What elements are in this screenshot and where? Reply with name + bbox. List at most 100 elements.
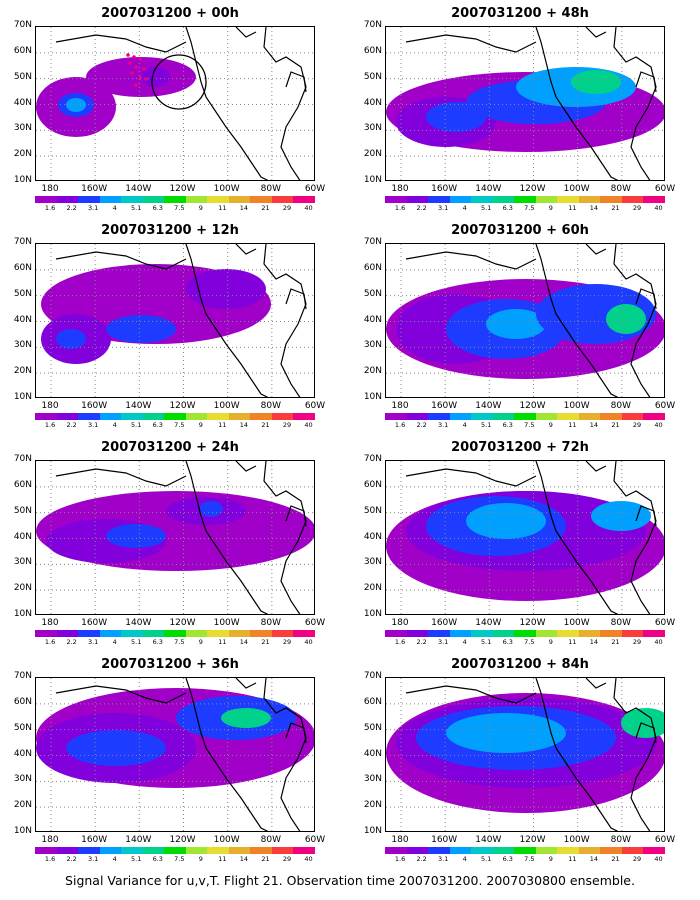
- lat-tick-label: 30N: [13, 123, 32, 134]
- colorbar-label: 2.2: [66, 204, 77, 212]
- colorbar-label: 1.6: [394, 855, 406, 863]
- variance-contour: [571, 70, 621, 94]
- colorbar-label: 29: [632, 855, 642, 863]
- colorbar-label: 5.1: [481, 855, 492, 863]
- colorbar-label: 9: [548, 638, 553, 646]
- coastline: [285, 288, 307, 310]
- colorbar-label: 14: [589, 204, 599, 212]
- colorbar-swatch: [514, 196, 536, 203]
- lat-tick-label: 70N: [363, 237, 382, 247]
- colorbar-swatch: [99, 196, 122, 203]
- map-svg: [386, 244, 664, 397]
- colorbar-swatch: [142, 413, 165, 420]
- colorbar-swatch: [643, 630, 665, 637]
- colorbar-swatch: [385, 630, 407, 637]
- lat-tick-label: 30N: [363, 774, 382, 785]
- colorbar-label: 1.6: [394, 421, 406, 429]
- colorbar-label: 14: [589, 855, 599, 863]
- colorbar-label: 7.5: [174, 855, 185, 863]
- lat-tick-label: 20N: [13, 800, 32, 811]
- colorbar-label: 29: [282, 638, 292, 646]
- lon-tick-label: 180: [391, 401, 409, 411]
- colorbar-swatch: [428, 847, 450, 854]
- colorbar-swatch: [164, 630, 186, 637]
- lat-tick-label: 30N: [13, 557, 32, 568]
- lat-tick-label: 70N: [363, 20, 382, 30]
- colorbar-swatch: [56, 630, 79, 637]
- lon-tick-label: 120W: [169, 401, 196, 411]
- coastline: [635, 288, 657, 310]
- lon-tick-label: 60W: [654, 401, 676, 411]
- lon-tick-label: 80W: [610, 401, 631, 411]
- colorbar-swatch: [406, 196, 429, 203]
- lat-tick-label: 20N: [363, 583, 382, 594]
- lon-tick-label: 80W: [610, 835, 631, 845]
- lon-tick-label: 100W: [213, 184, 240, 194]
- colorbar-swatch: [271, 630, 294, 637]
- coastline: [585, 461, 607, 472]
- colorbar-label: 11: [568, 855, 577, 863]
- colorbar-label: 14: [239, 204, 249, 212]
- colorbar-label: 21: [261, 421, 270, 429]
- coastline: [585, 27, 607, 38]
- colorbar: [35, 630, 315, 637]
- lat-tick-label: 10N: [363, 826, 382, 836]
- lat-tick-label: 60N: [363, 262, 382, 273]
- map-panel: 2007031200 + 72h 70N 60N 50N 40N 30N 20N 10N 180…: [350, 440, 690, 658]
- colorbar-label: 2.2: [416, 421, 427, 429]
- colorbar-swatch: [557, 413, 579, 420]
- observation-dot: [130, 71, 134, 75]
- map-svg: [36, 678, 314, 831]
- lat-tick-label: 50N: [13, 71, 32, 82]
- colorbar-label: 7.5: [524, 421, 535, 429]
- lon-tick-label: 100W: [213, 401, 240, 411]
- colorbar-swatch: [449, 196, 472, 203]
- colorbar-swatch: [514, 630, 536, 637]
- colorbar-swatch: [228, 196, 251, 203]
- map-area: [35, 677, 315, 832]
- colorbar-label: 7.5: [524, 638, 535, 646]
- colorbar-label: 11: [568, 204, 577, 212]
- coastline: [185, 244, 269, 397]
- lat-tick-label: 40N: [13, 748, 32, 759]
- lat-tick-label: 40N: [363, 531, 382, 542]
- map-svg: [386, 678, 664, 831]
- lon-tick-label: 60W: [654, 184, 676, 194]
- colorbar: [385, 413, 665, 420]
- colorbar-swatch: [250, 196, 272, 203]
- lon-tick-label: 180: [391, 618, 409, 628]
- colorbar-label: 14: [589, 638, 599, 646]
- colorbar-label: 3.1: [437, 204, 449, 212]
- colorbar-label: 6.3: [502, 638, 513, 646]
- map-svg: [386, 27, 664, 180]
- colorbar-swatch: [142, 196, 165, 203]
- observation-dot: [132, 55, 136, 59]
- variance-contour: [199, 501, 223, 517]
- map-panel: 2007031200 + 48h 70N 60N 50N 40N 30N 20N 10N 180…: [350, 6, 690, 224]
- lat-tick-label: 70N: [13, 671, 32, 681]
- coastline: [613, 461, 657, 614]
- colorbar-swatch: [293, 630, 315, 637]
- lon-tick-label: 100W: [563, 835, 590, 845]
- colorbar-swatch: [121, 196, 143, 203]
- colorbar-label: 2.2: [416, 855, 427, 863]
- colorbar-swatch: [185, 847, 208, 854]
- colorbar-swatch: [121, 630, 143, 637]
- panel-title: 2007031200 + 84h: [451, 657, 589, 672]
- colorbar-label: 7.5: [174, 421, 185, 429]
- colorbar-label: 14: [239, 638, 249, 646]
- coastline: [235, 244, 257, 255]
- colorbar-swatch: [293, 196, 315, 203]
- colorbar-swatch: [250, 630, 272, 637]
- colorbar-label: 4: [462, 421, 467, 429]
- map-panel: 2007031200 + 84h 70N 60N 50N 40N 30N 20N 10N 180…: [350, 657, 690, 875]
- colorbar-label: 6.3: [152, 855, 163, 863]
- lat-tick-label: 50N: [13, 288, 32, 299]
- lat-tick-label: 60N: [363, 696, 382, 707]
- variance-contour: [606, 304, 646, 334]
- coastline: [185, 27, 269, 180]
- coastline: [263, 244, 307, 397]
- variance-contour: [142, 67, 170, 87]
- colorbar-swatch: [164, 847, 186, 854]
- colorbar-label: 29: [632, 421, 642, 429]
